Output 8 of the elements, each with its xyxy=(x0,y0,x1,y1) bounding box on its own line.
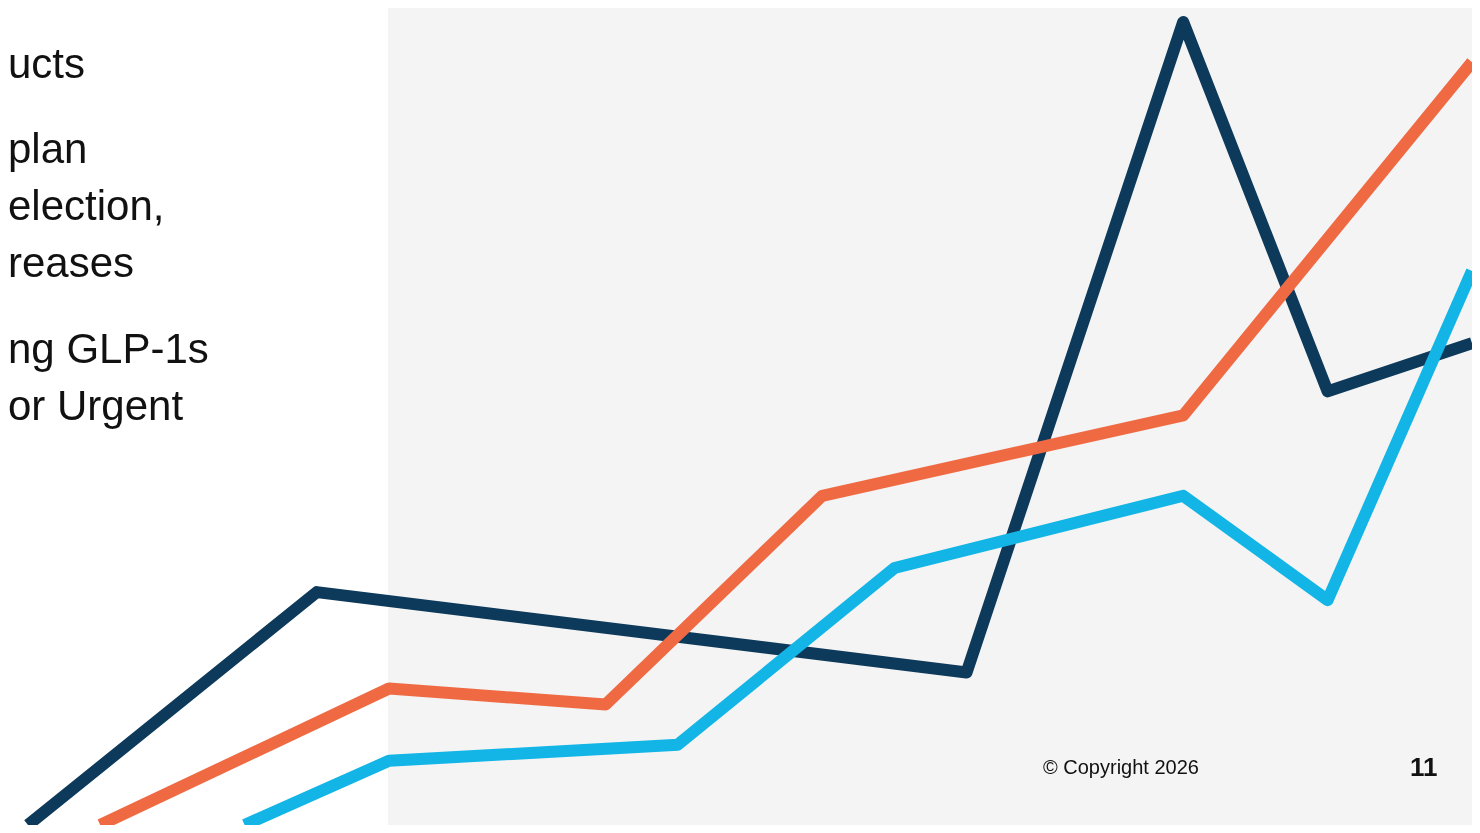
annotation: © Copyright 2026 xyxy=(1043,756,1199,778)
annotation: 11 xyxy=(1410,752,1438,782)
annotation: ucts xyxy=(8,40,86,87)
annotation: or Urgent xyxy=(8,382,184,429)
annotation: election, xyxy=(8,182,165,229)
annotation: reases xyxy=(8,239,135,286)
annotation: plan xyxy=(8,125,88,172)
annotation: ng GLP-1s xyxy=(8,325,209,372)
